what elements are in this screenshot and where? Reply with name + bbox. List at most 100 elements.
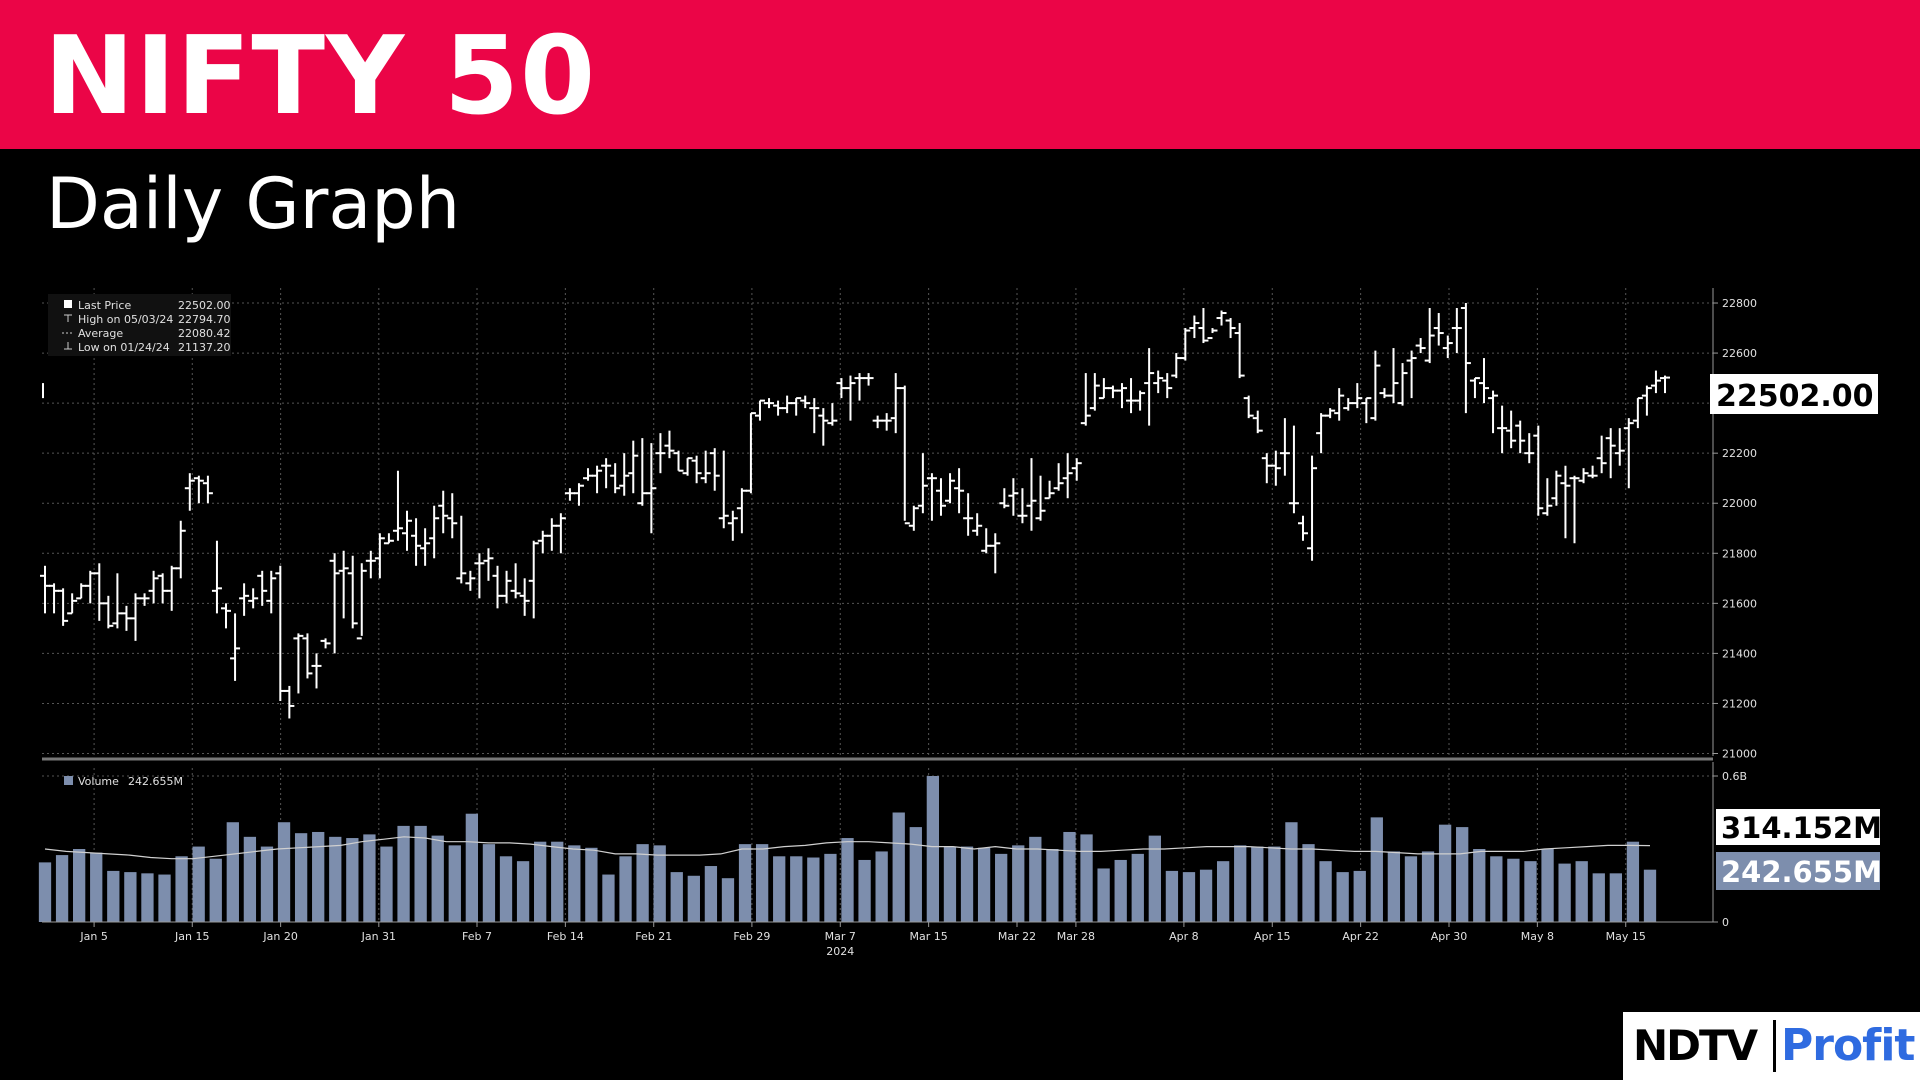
ohlc-bar bbox=[1279, 418, 1290, 476]
volume-bar bbox=[1387, 851, 1401, 922]
ohlc-bar bbox=[402, 510, 413, 551]
volume-bar bbox=[209, 858, 222, 922]
volume-bar bbox=[568, 845, 581, 922]
ohlc-bar bbox=[1632, 397, 1643, 429]
ohlc-bar bbox=[221, 603, 232, 629]
ohlc-bar bbox=[619, 453, 630, 496]
date-tick-label: Apr 22 bbox=[1342, 930, 1379, 943]
volume-bar bbox=[380, 846, 393, 922]
ohlc-bar bbox=[193, 475, 204, 504]
ohlc-bar bbox=[311, 653, 322, 689]
volume-bar bbox=[1592, 873, 1605, 922]
ohlc-bar bbox=[845, 375, 856, 421]
ohlc-bar bbox=[1243, 395, 1254, 419]
ohlc-bar bbox=[329, 553, 340, 654]
ohlc-bar bbox=[1433, 313, 1444, 346]
legend-label-last-price: Last Price bbox=[78, 299, 131, 312]
volume-bar bbox=[807, 857, 820, 922]
ohlc-bar bbox=[935, 478, 946, 516]
ohlc-bar bbox=[130, 593, 141, 641]
logo-separator bbox=[1773, 1020, 1776, 1072]
ohlc-bar bbox=[945, 473, 956, 504]
ohlc-bar bbox=[58, 588, 69, 626]
ohlc-bar bbox=[682, 457, 693, 476]
ohlc-bar bbox=[121, 605, 132, 631]
ohlc-bar bbox=[1596, 435, 1607, 474]
volume-bar bbox=[1216, 861, 1230, 922]
volume-bar bbox=[1575, 861, 1588, 922]
ohlc-bar bbox=[1497, 405, 1508, 454]
ohlc-bar bbox=[1198, 308, 1209, 344]
page-title: NIFTY 50 bbox=[44, 14, 597, 139]
price-tick-label: 21800 bbox=[1722, 547, 1757, 560]
ohlc-bar bbox=[1189, 315, 1200, 339]
ohlc-bar bbox=[1234, 323, 1245, 379]
date-tick-label: Mar 28 bbox=[1057, 930, 1095, 943]
ohlc-bar bbox=[266, 570, 277, 614]
ohlc-bar bbox=[239, 583, 250, 616]
ohlc-bar bbox=[727, 510, 738, 541]
ohlc-bar bbox=[1325, 408, 1336, 419]
ohlc-bar bbox=[899, 385, 910, 525]
ohlc-bar bbox=[347, 555, 358, 629]
date-tick-label: Apr 15 bbox=[1254, 930, 1291, 943]
volume-bar bbox=[960, 846, 974, 922]
ohlc-bar bbox=[546, 518, 557, 551]
ohlc-bar bbox=[139, 593, 150, 606]
volume-bar bbox=[312, 831, 325, 922]
date-tick-label: Apr 30 bbox=[1431, 930, 1468, 943]
ohlc-bar bbox=[718, 450, 729, 529]
ohlc-bar bbox=[601, 458, 612, 489]
ohlc-bar bbox=[374, 533, 385, 579]
chart-grid bbox=[42, 288, 1713, 923]
ohlc-bar bbox=[248, 588, 259, 609]
volume-bar bbox=[1319, 861, 1332, 922]
ohlc-bar bbox=[1379, 388, 1390, 399]
volume-bar bbox=[551, 841, 564, 922]
ohlc-bar bbox=[1397, 363, 1408, 406]
ohlc-bar bbox=[963, 493, 974, 536]
ohlc-bar bbox=[655, 433, 666, 474]
date-tick-label: Jan 5 bbox=[79, 930, 107, 943]
ohlc-bar bbox=[320, 638, 331, 649]
date-tick-label: Feb 7 bbox=[462, 930, 492, 943]
volume-bar bbox=[670, 872, 683, 922]
ohlc-bar bbox=[1478, 358, 1489, 404]
volume-bar bbox=[841, 838, 854, 922]
ohlc-bar bbox=[646, 443, 657, 534]
ohlc-bar bbox=[1406, 350, 1417, 399]
volume-bar bbox=[448, 845, 461, 922]
volume-bar bbox=[892, 812, 905, 922]
ohlc-bar bbox=[1605, 428, 1616, 479]
legend-value-high: 22794.70 bbox=[178, 313, 231, 326]
ohlc-bar bbox=[1542, 478, 1553, 516]
legend-label-low: Low on 01/24/24 bbox=[78, 341, 170, 354]
ohlc-bar bbox=[1008, 478, 1019, 516]
volume-bar bbox=[1012, 845, 1025, 922]
ohlc-bar bbox=[736, 488, 747, 534]
ohlc-bar bbox=[1370, 350, 1381, 421]
ohlc-bar bbox=[392, 470, 403, 541]
volume-bar bbox=[1336, 872, 1349, 922]
ohlc-bar bbox=[157, 573, 168, 604]
volume-bar bbox=[1626, 841, 1640, 922]
volume-bar bbox=[175, 856, 188, 922]
volume-legend: Volume 242.655M bbox=[64, 775, 183, 788]
ohlc-bar bbox=[999, 488, 1010, 509]
ohlc-bar bbox=[1533, 425, 1544, 516]
ohlc-bar bbox=[1225, 318, 1236, 339]
date-tick-label: May 8 bbox=[1521, 930, 1554, 943]
volume-bar bbox=[1438, 824, 1452, 922]
volume-bar bbox=[1046, 849, 1059, 922]
date-tick-label: May 15 bbox=[1606, 930, 1646, 943]
ohlc-bar bbox=[691, 455, 702, 484]
ohlc-bar bbox=[1343, 398, 1354, 411]
price-tick-label: 21200 bbox=[1722, 697, 1757, 710]
volume-bar bbox=[1370, 817, 1383, 922]
ohlc-bar bbox=[1207, 328, 1218, 340]
ohlc-bar bbox=[519, 578, 530, 616]
ohlc-bar bbox=[275, 565, 286, 701]
date-tick-label: Jan 31 bbox=[361, 930, 396, 943]
volume-bar bbox=[141, 873, 154, 922]
volume-bar bbox=[790, 856, 803, 922]
